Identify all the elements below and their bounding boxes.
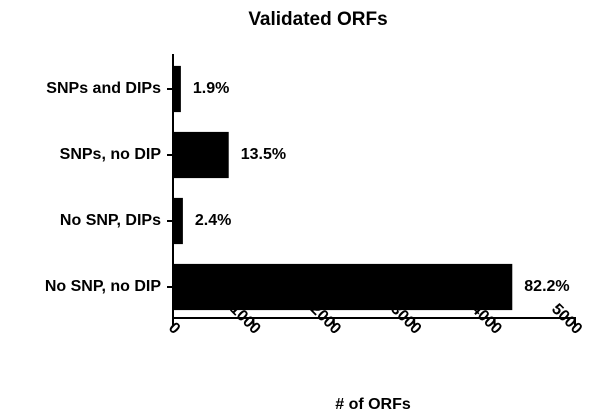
- bar: [173, 65, 181, 113]
- y-tick-label: SNPs and DIPs: [46, 80, 161, 97]
- bar-label: 2.4%: [195, 212, 231, 229]
- chart-title: Validated ORFs: [248, 9, 387, 30]
- bar-label: 1.9%: [193, 80, 229, 97]
- bar: [173, 131, 229, 179]
- y-tick-label: SNPs, no DIP: [60, 146, 162, 163]
- x-tick-label: 0: [165, 319, 183, 337]
- bar-label: 82.2%: [524, 278, 569, 295]
- x-tick-label: 5000: [548, 301, 585, 338]
- bar: [173, 197, 183, 245]
- x-axis-label: # of ORFs: [335, 396, 411, 413]
- y-tick-label: No SNP, DIPs: [60, 212, 161, 229]
- bar-label: 13.5%: [241, 146, 286, 163]
- bar: [173, 263, 513, 311]
- y-tick-label: No SNP, no DIP: [45, 278, 161, 295]
